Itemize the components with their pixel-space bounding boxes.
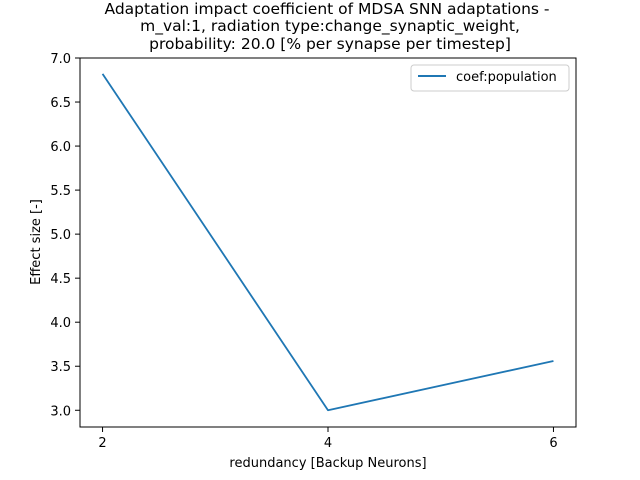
y-tick-label: 4.5 <box>50 272 71 287</box>
legend-label-coef-population: coef:population <box>456 70 557 85</box>
legend-box <box>410 64 570 92</box>
x-axis-label: redundancy [Backup Neurons] <box>229 456 426 471</box>
y-tick-label: 7.0 <box>50 52 71 67</box>
y-tick-label: 5.5 <box>50 184 71 199</box>
x-axis-ticks: 2 4 6 <box>98 427 558 451</box>
y-tick-label: 4.0 <box>50 316 71 331</box>
series-line-coef-population <box>101 73 554 412</box>
chart-title-line-3: probability: 20.0 [% per synapse per tim… <box>149 35 511 53</box>
y-axis-label: Effect size [-] <box>29 199 44 285</box>
y-tick-label: 5.0 <box>50 228 71 243</box>
chart-title: Adaptation impact coefficient of MDSA SN… <box>104 0 549 53</box>
series-layer <box>101 73 554 412</box>
y-tick-label: 6.5 <box>50 96 71 111</box>
legend: coef:population <box>410 64 570 92</box>
y-tick-label: 6.0 <box>50 140 71 155</box>
chart-title-line-2: m_val:1, radiation type:change_synaptic_… <box>140 17 520 36</box>
chart-title-line-1: Adaptation impact coefficient of MDSA SN… <box>104 0 549 18</box>
x-tick-label: 6 <box>549 436 557 451</box>
x-tick-label: 2 <box>98 436 106 451</box>
y-axis-ticks: 3.0 3.5 4.0 4.5 5.0 5.5 6.0 6.5 7.0 <box>50 52 80 419</box>
x-tick-label: 4 <box>324 436 332 451</box>
y-tick-label: 3.5 <box>50 360 71 375</box>
y-tick-label: 3.0 <box>50 404 71 419</box>
